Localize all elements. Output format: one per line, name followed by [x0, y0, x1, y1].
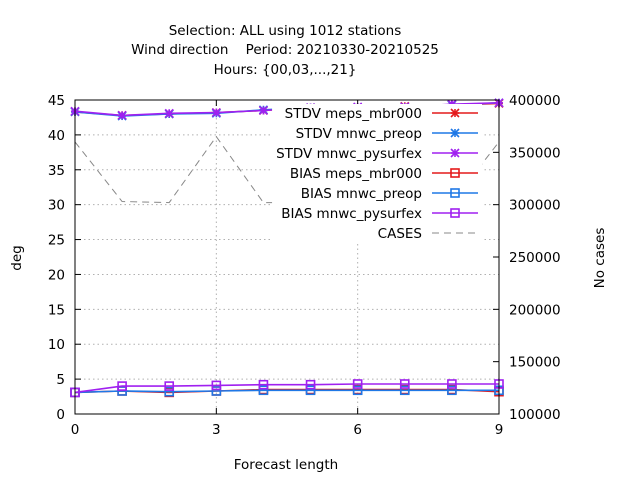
y2-tick-label: 150000 [509, 355, 561, 371]
legend-label-1: STDV mnwc_preop [296, 126, 422, 142]
chart-title: Selection: ALL using 1012 stations Wind … [131, 23, 439, 78]
data-point-2-2 [164, 108, 174, 118]
data-point-4-1 [117, 386, 127, 396]
data-point-4-7 [399, 385, 410, 396]
data-point-5-3 [211, 380, 222, 391]
legend-label-0: STDV meps_mbr000 [285, 106, 422, 122]
series-line-4 [74, 389, 499, 394]
y-tick-label: 0 [56, 407, 65, 423]
legend-label-2: STDV mnwc_pysurfex [276, 146, 422, 162]
data-point-5-5 [305, 379, 316, 390]
legend-label-6: CASES [378, 226, 422, 242]
legend: STDV meps_mbr000 STDV mnwc_preop STDV mnwc… [272, 104, 482, 244]
y-tick-label: 35 [48, 163, 65, 179]
y-tick-label: 15 [48, 302, 65, 318]
data-point-2-1 [117, 110, 127, 120]
y2-tick-label: 200000 [509, 302, 561, 318]
y-axis-label: deg [9, 245, 25, 270]
title-line-2: Wind direction Period: 20210330-20210525 [131, 42, 439, 58]
x-tick-label: 0 [71, 422, 80, 438]
data-point-5-7 [399, 379, 410, 389]
x-tick-label: 6 [353, 422, 362, 438]
data-point-5-8 [447, 379, 457, 389]
data-point-2-3 [211, 107, 221, 118]
x-axis-label: Forecast length [234, 457, 338, 473]
legend-label-5: BIAS mnwc_pysurfex [281, 206, 422, 222]
legend-background [272, 104, 482, 244]
legend-marker-5 [450, 208, 460, 218]
y2-tick-label: 250000 [509, 250, 561, 266]
series-line-5 [74, 383, 499, 394]
data-point-5-6 [352, 379, 363, 389]
y-tick-label: 30 [48, 198, 65, 214]
y-tick-label: 45 [48, 93, 65, 109]
data-point-4-4 [258, 385, 269, 396]
y-tick-label: 25 [48, 233, 65, 249]
data-point-2-4 [258, 105, 269, 116]
data-point-4-2 [164, 386, 175, 397]
legend-marker-0 [450, 108, 460, 118]
legend-label-3: BIAS meps_mbr000 [290, 166, 422, 182]
data-point-5-2 [164, 381, 175, 391]
y-tick-label: 5 [56, 372, 65, 388]
axes: 0510152025303540451000001500002000002500… [48, 93, 561, 438]
y2-tick-label: 350000 [509, 145, 561, 161]
x-tick-label: 9 [495, 422, 504, 438]
y2-axis-label: No cases [592, 228, 608, 289]
data-point-5-4 [258, 379, 269, 390]
y-tick-label: 20 [48, 267, 65, 283]
data-point-4-5 [305, 385, 316, 396]
data-point-5-1 [117, 381, 127, 391]
y2-tick-label: 100000 [509, 407, 561, 423]
y-tick-label: 10 [48, 337, 65, 353]
x-tick-label: 3 [212, 422, 221, 438]
legend-label-4: BIAS mnwc_preop [301, 186, 422, 202]
legend-marker-3 [450, 168, 460, 178]
y-tick-label: 40 [48, 128, 65, 144]
title-line-3: Hours: {00,03,...,21} [214, 62, 357, 78]
data-point-4-8 [447, 385, 457, 396]
legend-marker-4 [450, 188, 460, 198]
title-line-1: Selection: ALL using 1012 stations [169, 23, 402, 39]
legend-marker-2 [450, 148, 460, 158]
data-point-4-3 [211, 386, 222, 396]
y2-tick-label: 400000 [509, 93, 561, 109]
y2-tick-label: 300000 [509, 198, 561, 214]
data-point-4-6 [352, 385, 363, 396]
legend-marker-1 [450, 128, 460, 138]
